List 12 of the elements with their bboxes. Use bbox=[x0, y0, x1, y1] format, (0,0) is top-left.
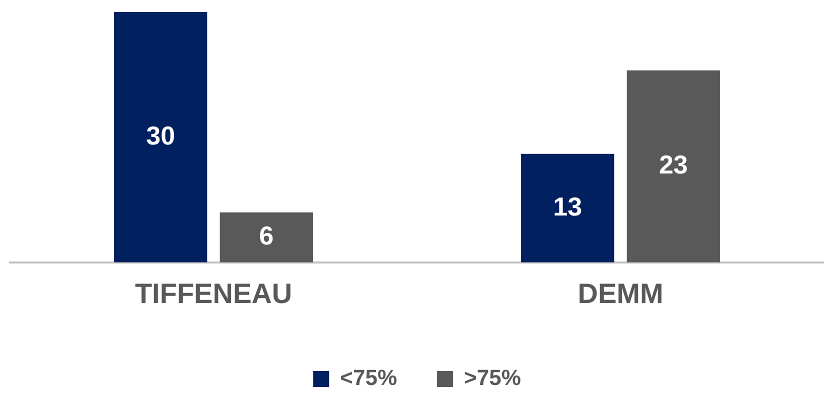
legend-label: <75% bbox=[340, 365, 398, 390]
x-tick-label: DEMM bbox=[578, 278, 664, 309]
bar bbox=[626, 70, 720, 262]
data-label: 30 bbox=[146, 120, 176, 150]
bar bbox=[114, 12, 208, 262]
legend-label: >75% bbox=[464, 365, 521, 390]
data-label: 6 bbox=[259, 220, 274, 251]
bar bbox=[220, 212, 313, 262]
data-label: 23 bbox=[658, 150, 688, 180]
bar bbox=[521, 154, 614, 262]
x-tick-label: TIFFENEAU bbox=[134, 278, 292, 309]
data-label: 13 bbox=[553, 191, 582, 222]
